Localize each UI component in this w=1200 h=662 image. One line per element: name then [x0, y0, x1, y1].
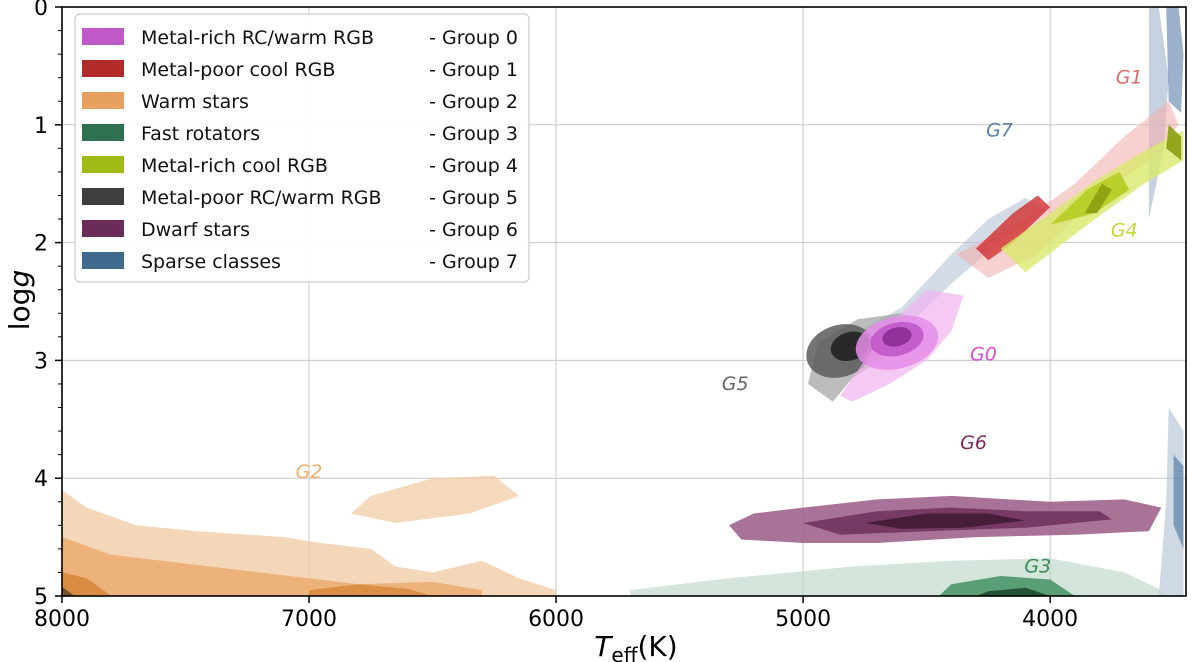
legend-group-id-0: - Group 0	[429, 27, 518, 49]
legend-swatch-group-2	[82, 92, 124, 109]
contour-group-2	[62, 572, 112, 596]
y-axis-title: logg	[3, 270, 36, 330]
annotation-group-5: G5	[722, 373, 749, 395]
legend-box	[74, 13, 530, 283]
legend-label-group-3: Fast rotators	[141, 123, 260, 145]
legend-label-group-7: Sparse classes	[141, 251, 281, 273]
contour-group-7	[1173, 454, 1184, 549]
contour-group-2	[62, 537, 482, 596]
legend-group-id-4: - Group 4	[429, 155, 518, 177]
legend-label-group-2: Warm stars	[141, 91, 249, 113]
contour-group-4	[1084, 183, 1112, 214]
legend-swatch-group-6	[82, 220, 124, 237]
legend-swatch-group-3	[82, 124, 124, 141]
density-contours	[62, 7, 1184, 596]
legend-swatch-group-1	[82, 60, 124, 77]
legend-label-group-0: Metal-rich RC/warm RGB	[141, 27, 374, 49]
contour-group-1	[976, 195, 1051, 261]
legend-group-id-1: - Group 1	[429, 59, 518, 81]
legend-group-id-3: - Group 3	[429, 123, 518, 145]
annotation-group-0: G0	[970, 343, 997, 365]
contour-group-3	[939, 576, 1075, 596]
x-tick-label: 8000	[34, 607, 90, 632]
y-tick-label: 3	[34, 349, 48, 374]
legend: Metal-rich RC/warm RGB - Group 0 Metal-poo…	[74, 13, 530, 283]
annotation-group-2: G2	[296, 461, 323, 483]
legend-label-group-5: Metal-poor RC/warm RGB	[141, 187, 382, 209]
contour-group-2	[309, 584, 433, 596]
group-annotations: G0 G1 G2 G3 G4 G5 G6 G7	[296, 67, 1143, 578]
annotation-group-3: G3	[1024, 555, 1051, 577]
contour-group-7	[1158, 407, 1184, 596]
annotation-group-6: G6	[960, 432, 987, 454]
y-tick-label: 5	[34, 585, 48, 610]
x-tick-label: 6000	[528, 607, 584, 632]
plot-frame	[61, 6, 1187, 597]
contour-group-2	[62, 586, 75, 596]
contour-group-4	[1050, 171, 1130, 225]
legend-group-id-2: - Group 2	[429, 91, 518, 113]
y-tick-label: 4	[34, 467, 48, 492]
x-tick-label: 5000	[775, 607, 831, 632]
axis-ticks: 8000 7000 6000 5000 4000 0 1 2 3 4 5	[34, 0, 1078, 632]
contour-group-2	[351, 475, 519, 523]
x-tick-label: 4000	[1022, 607, 1078, 632]
annotation-group-7: G7	[986, 120, 1013, 142]
legend-swatch-group-7	[82, 252, 124, 269]
y-tick-label: 0	[34, 0, 48, 21]
legend-group-id-7: - Group 7	[429, 251, 518, 273]
legend-group-id-5: - Group 5	[429, 187, 518, 209]
y-tick-label: 1	[34, 114, 48, 139]
contour-group-6	[864, 513, 1026, 529]
x-axis-title: Teff(K)	[594, 630, 677, 662]
legend-swatch-group-4	[82, 156, 124, 173]
y-tick-label: 2	[34, 232, 48, 257]
contour-group-4	[1166, 124, 1182, 161]
contour-group-3	[976, 587, 1051, 596]
contour-group-7	[1166, 7, 1184, 113]
legend-swatch-group-0	[82, 28, 124, 45]
legend-swatch-group-5	[82, 188, 124, 205]
contour-group-3	[630, 558, 1162, 596]
legend-label-group-1: Metal-poor cool RGB	[141, 59, 335, 81]
legend-label-group-4: Metal-rich cool RGB	[141, 155, 328, 177]
legend-group-id-6: - Group 6	[429, 219, 518, 241]
annotation-group-1: G1	[1116, 67, 1143, 89]
x-tick-label: 7000	[281, 607, 337, 632]
annotation-group-4: G4	[1111, 220, 1138, 242]
legend-label-group-6: Dwarf stars	[141, 219, 250, 241]
contour-group-0	[882, 327, 912, 347]
